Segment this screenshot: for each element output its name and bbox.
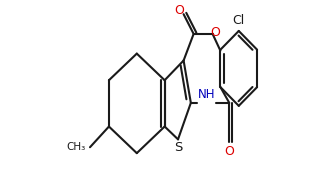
Text: O: O xyxy=(210,26,220,39)
Text: O: O xyxy=(224,145,234,158)
Text: CH₃: CH₃ xyxy=(66,142,85,152)
Text: S: S xyxy=(175,141,183,154)
Text: O: O xyxy=(174,4,184,17)
Text: Cl: Cl xyxy=(233,14,245,27)
Text: NH: NH xyxy=(198,88,215,101)
